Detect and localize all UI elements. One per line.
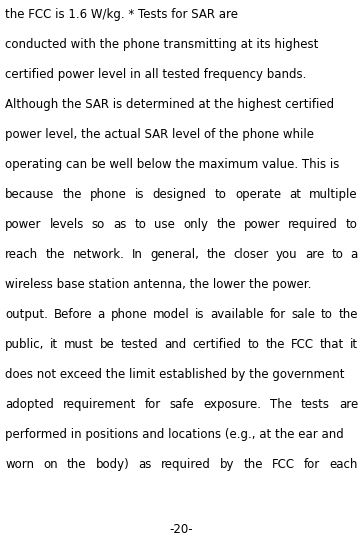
Text: it: it (50, 338, 58, 351)
Text: for: for (304, 458, 321, 471)
Text: the: the (67, 458, 86, 471)
Text: wireless base station antenna, the lower the power.: wireless base station antenna, the lower… (5, 278, 311, 291)
Text: phone: phone (110, 308, 147, 321)
Text: as: as (138, 458, 152, 471)
Text: be: be (100, 338, 115, 351)
Text: that: that (320, 338, 344, 351)
Text: designed: designed (153, 188, 207, 201)
Text: reach: reach (5, 248, 38, 261)
Text: to: to (248, 338, 259, 351)
Text: operating can be well below the maximum value. This is: operating can be well below the maximum … (5, 158, 339, 171)
Text: on: on (43, 458, 58, 471)
Text: as: as (113, 218, 126, 231)
Text: network.: network. (73, 248, 124, 261)
Text: FCC: FCC (291, 338, 314, 351)
Text: worn: worn (5, 458, 34, 471)
Text: The: The (270, 398, 292, 411)
Text: performed in positions and locations (e.g., at the ear and: performed in positions and locations (e.… (5, 428, 344, 441)
Text: the FCC is 1.6 W/kg. * Tests for SAR are: the FCC is 1.6 W/kg. * Tests for SAR are (5, 8, 238, 21)
Text: operate: operate (235, 188, 281, 201)
Text: available: available (211, 308, 264, 321)
Text: to: to (346, 218, 358, 231)
Text: because: because (5, 188, 54, 201)
Text: to: to (321, 308, 333, 321)
Text: to: to (135, 218, 146, 231)
Text: for: for (270, 308, 286, 321)
Text: for: for (145, 398, 161, 411)
Text: the: the (206, 248, 226, 261)
Text: model: model (153, 308, 190, 321)
Text: required: required (161, 458, 211, 471)
Text: are: are (305, 248, 324, 261)
Text: body): body) (95, 458, 129, 471)
Text: only: only (183, 218, 208, 231)
Text: Although the SAR is determined at the highest certified: Although the SAR is determined at the hi… (5, 98, 334, 111)
Text: must: must (64, 338, 94, 351)
Text: multiple: multiple (309, 188, 358, 201)
Text: adopted: adopted (5, 398, 54, 411)
Text: by: by (220, 458, 234, 471)
Text: each: each (330, 458, 358, 471)
Text: public,: public, (5, 338, 44, 351)
Text: does not exceed the limit established by the government: does not exceed the limit established by… (5, 368, 344, 381)
Text: the: the (265, 338, 285, 351)
Text: a: a (98, 308, 105, 321)
Text: is: is (195, 308, 205, 321)
Text: general,: general, (150, 248, 199, 261)
Text: so: so (92, 218, 105, 231)
Text: power level, the actual SAR level of the phone while: power level, the actual SAR level of the… (5, 128, 314, 141)
Text: the: the (45, 248, 65, 261)
Text: safe: safe (170, 398, 195, 411)
Text: to: to (215, 188, 227, 201)
Text: the: the (244, 458, 263, 471)
Text: output.: output. (5, 308, 48, 321)
Text: conducted with the phone transmitting at its highest: conducted with the phone transmitting at… (5, 38, 318, 51)
Text: are: are (339, 398, 358, 411)
Text: and: and (164, 338, 187, 351)
Text: power: power (244, 218, 280, 231)
Text: tested: tested (121, 338, 158, 351)
Text: exposure.: exposure. (203, 398, 261, 411)
Text: a: a (351, 248, 358, 261)
Text: Before: Before (53, 308, 92, 321)
Text: you: you (276, 248, 297, 261)
Text: phone: phone (90, 188, 127, 201)
Text: is: is (135, 188, 144, 201)
Text: -20-: -20- (170, 523, 193, 536)
Text: the: the (216, 218, 236, 231)
Text: it: it (350, 338, 358, 351)
Text: certified power level in all tested frequency bands.: certified power level in all tested freq… (5, 68, 306, 81)
Text: the: the (62, 188, 82, 201)
Text: power: power (5, 218, 41, 231)
Text: the: the (339, 308, 358, 321)
Text: required: required (288, 218, 338, 231)
Text: levels: levels (49, 218, 84, 231)
Text: sale: sale (291, 308, 315, 321)
Text: to: to (331, 248, 343, 261)
Text: In: In (132, 248, 143, 261)
Text: closer: closer (233, 248, 268, 261)
Text: use: use (154, 218, 175, 231)
Text: requirement: requirement (63, 398, 136, 411)
Text: FCC: FCC (272, 458, 295, 471)
Text: at: at (289, 188, 301, 201)
Text: certified: certified (192, 338, 241, 351)
Text: tests: tests (301, 398, 330, 411)
